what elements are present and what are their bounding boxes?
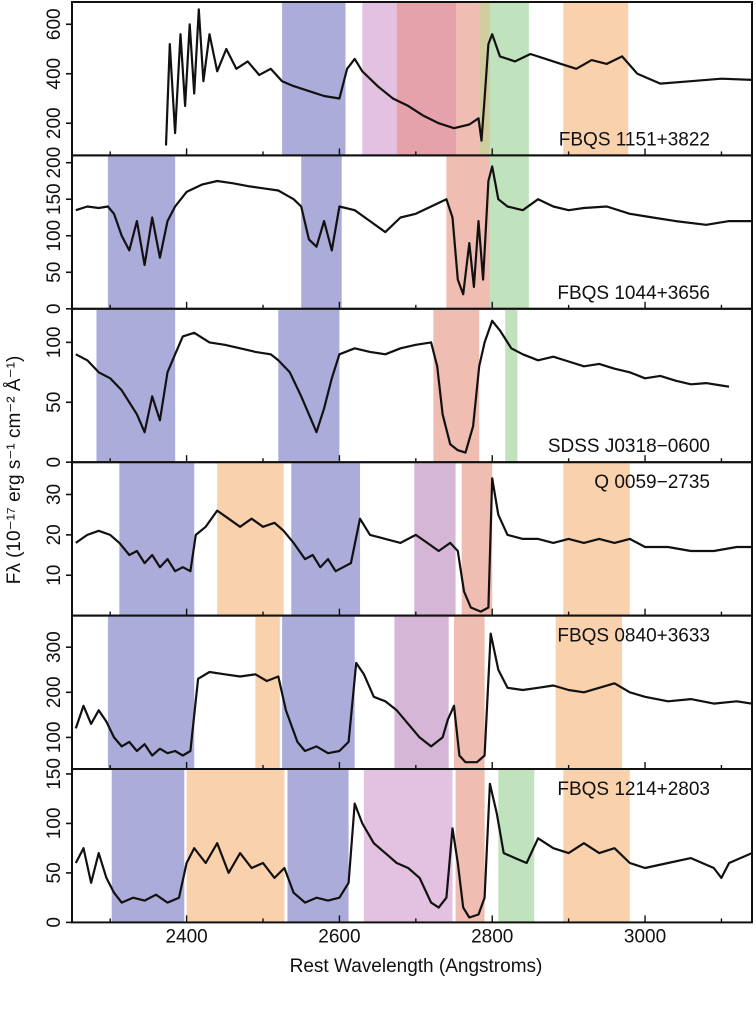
band-salmon [433,308,480,463]
band-blue [282,615,355,769]
object-label: FBQS 1214+2803 [557,779,710,800]
band-orange [255,615,280,769]
band-blue [107,615,195,769]
band-blue [282,2,346,156]
y-tick-label: 200 [44,676,65,708]
spectrum-line [75,319,730,454]
band-blue [107,155,176,309]
object-label: SDSS J0318−0600 [548,436,710,457]
band-salmon [456,2,480,156]
object-label: Q 0059−2735 [594,472,710,493]
panel-frame [71,768,753,924]
panel-1: 200 400 600 FBQS 1151+3822 [44,1,753,157]
spectrum-line [164,8,752,146]
y-tick-label: 600 [44,8,65,40]
spectrum-line [75,165,752,296]
spectrum-line [74,632,752,764]
band-blue [119,462,195,616]
y-tick-label: 100 [44,808,65,840]
band-orange [563,769,630,923]
panel-4: 10 20 30 Q 0059−2735 [44,461,753,617]
band-magenta [394,615,449,769]
y-tick-label: 50 [44,392,65,413]
band-pink [363,769,453,923]
y-tick-label: 20 [44,524,65,545]
band-blue [111,769,185,923]
spectrum-line [75,477,752,613]
y-tick-label: 0 [44,457,65,468]
y-tick-label: 100 [44,220,65,252]
panel-6: 0 50 100 150 FBQS 1214+2803 [44,758,753,928]
band-green [498,769,535,923]
x-tick-label: 2400 [165,926,207,947]
object-label: FBQS 0840+3633 [557,626,710,647]
x-axis-label: Rest Wavelength (Angstroms) [290,956,543,977]
x-tick-label: 3000 [624,926,666,947]
y-tick-label: 200 [44,147,65,179]
y-axis-label: Fλ (10⁻¹⁷ erg s⁻¹ cm⁻² Å⁻¹) [4,356,25,585]
panel-5: 100 200 300 FBQS 0840+3633 [44,614,753,770]
band-blue [287,769,349,923]
band-orange [217,462,284,616]
y-tick-label: 150 [44,183,65,215]
band-green [489,2,529,156]
y-tick-label: 400 [44,58,65,90]
band-orange [186,769,285,923]
object-label: FBQS 1151+3822 [559,129,710,150]
band-salmon [461,462,493,616]
panel-3: 0 50 100 SDSS J0318−0600 [44,307,753,468]
band-pink [362,2,397,156]
y-tick-label: 100 [44,327,65,359]
band-green [489,155,529,309]
y-tick-label: 150 [44,758,65,790]
y-tick-label: 10 [44,565,65,586]
band-olive [479,2,490,156]
x-tick-label: 2800 [471,926,513,947]
band-blue [96,308,176,463]
band-salmon [455,769,485,923]
y-tick-label: 0 [44,917,65,928]
object-label: FBQS 1044+3656 [557,283,710,304]
band-orange [563,2,629,156]
spectrum-line [74,782,752,919]
y-tick-label: 50 [44,862,65,883]
y-tick-label: 30 [44,484,65,505]
y-tick-label: 100 [44,722,65,754]
x-tick-label: 2600 [318,926,360,947]
panel-2: 0 50 100 150 200 FBQS 1044+3656 [44,147,753,315]
x-axis: 2400 2600 2800 3000 [165,926,666,947]
band-red [396,2,457,156]
y-tick-label: 300 [44,631,65,663]
y-tick-label: 50 [44,262,65,283]
y-tick-label: 0 [44,304,65,315]
band-orange [555,615,623,769]
y-tick-label: 200 [44,107,65,139]
band-green [505,308,518,463]
band-blue [291,462,361,616]
